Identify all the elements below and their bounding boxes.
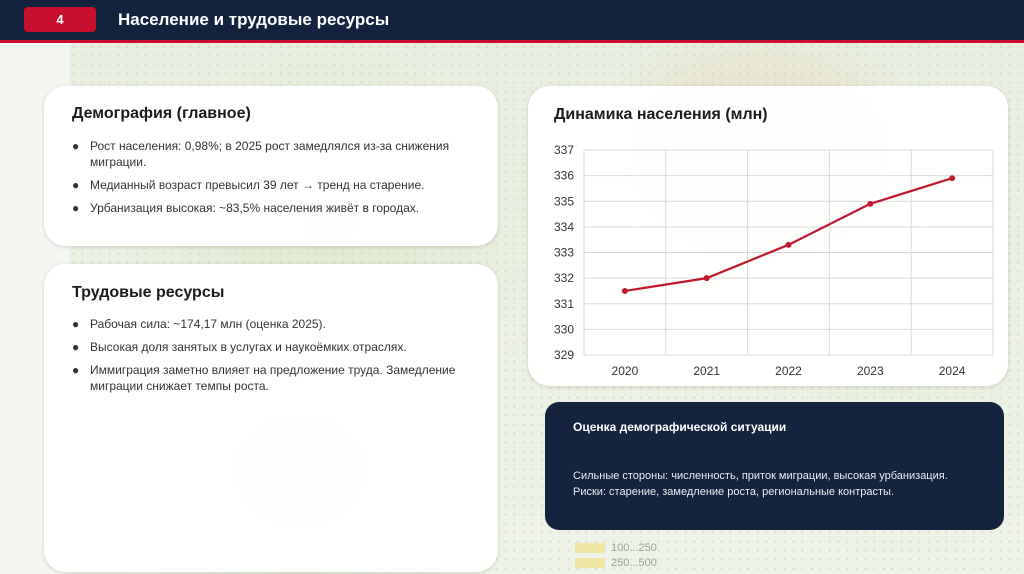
slide-number-badge: 4 <box>24 7 96 32</box>
bullet-text: Рабочая сила: ~174,17 млн (оценка 2025). <box>90 317 326 331</box>
data-point <box>867 200 874 207</box>
summary-risks: Риски: старение, замедление роста, регио… <box>573 486 895 498</box>
y-tick-label: 335 <box>554 194 574 208</box>
bullet-dot-icon: ● <box>72 340 80 354</box>
legend-label: 250...500 <box>611 556 657 569</box>
summary-strengths: Сильные стороны: численность, приток миг… <box>573 470 948 482</box>
y-tick-label: 336 <box>554 169 574 183</box>
bullet-item: ● Рост населения: 0,98%; в 2025 рост заме… <box>72 138 470 170</box>
population-series-line <box>624 177 953 293</box>
summary-card: Оценка демографической ситуации Сильные … <box>545 402 1004 530</box>
data-point <box>703 275 710 282</box>
legend-label: 100...250 <box>611 541 657 554</box>
population-line-chart: 329 330 331 332 333 334 335 336 337 2020 2021 2022 2… <box>554 143 994 378</box>
x-tick-label: 2022 <box>775 364 802 378</box>
bullet-item: ● Высокая доля занятых в услугах и наукоё… <box>72 339 470 355</box>
bullet-dot-icon: ● <box>72 139 80 153</box>
x-tick-label: 2020 <box>612 364 639 378</box>
bullet-item: ● Медианный возраст превысил 39 лет → тре… <box>72 177 470 193</box>
legend-swatch <box>575 557 605 568</box>
x-tick-label: 2024 <box>939 364 966 378</box>
bullet-text: Иммиграция заметно влияет на предложение… <box>90 363 456 393</box>
labor-title: Трудовые ресурсы <box>72 284 225 301</box>
demography-title: Демография (главное) <box>72 105 251 122</box>
bullet-item: ● Рабочая сила: ~174,17 млн (оценка 2025)… <box>72 316 470 332</box>
y-tick-label: 329 <box>554 348 574 362</box>
chart-title: Динамика населения (млн) <box>554 106 768 123</box>
bullet-item: ● Урбанизация высокая: ~83,5% населения ж… <box>72 200 470 216</box>
y-tick-label: 334 <box>554 220 574 234</box>
bullet-text: Рост населения: 0,98%; в 2025 рост замед… <box>90 139 450 169</box>
bullet-dot-icon: ● <box>72 363 80 377</box>
slide-header: 4 Население и трудовые ресурсы <box>0 0 1024 40</box>
x-tick-label: 2023 <box>857 364 884 378</box>
map-legend: 100...250 250...500 <box>575 540 695 574</box>
labor-card: Трудовые ресурсы ● Рабочая сила: ~174,17 … <box>44 264 498 572</box>
legend-swatch <box>575 542 605 553</box>
header-accent-line <box>0 40 1024 43</box>
bullet-dot-icon: ● <box>72 178 80 192</box>
x-tick-label: 2021 <box>693 364 720 378</box>
y-tick-label: 337 <box>554 143 574 157</box>
data-point <box>949 175 956 182</box>
y-tick-label: 332 <box>554 271 574 285</box>
bullet-dot-icon: ● <box>72 201 80 215</box>
demography-bullet-list: ● Рост населения: 0,98%; в 2025 рост заме… <box>72 138 470 223</box>
y-tick-label: 330 <box>554 322 574 336</box>
summary-title: Оценка демографической ситуации <box>573 420 787 434</box>
map-legend-row: 250...500 <box>575 555 695 570</box>
data-point <box>621 287 628 294</box>
slide-title: Население и трудовые ресурсы <box>118 10 390 29</box>
data-point <box>785 241 792 248</box>
bullet-item: ● Иммиграция заметно влияет на предложени… <box>72 362 470 394</box>
bullet-text: Высокая доля занятых в услугах и наукоём… <box>90 340 407 354</box>
population-chart-card: Динамика населения (млн) 329 330 331 332 333… <box>528 86 1008 386</box>
bullet-text: Медианный возраст превысил 39 лет → трен… <box>90 178 425 192</box>
bullet-dot-icon: ● <box>72 317 80 331</box>
map-legend-row: 100...250 <box>575 540 695 555</box>
labor-bullet-list: ● Рабочая сила: ~174,17 млн (оценка 2025)… <box>72 316 470 401</box>
y-tick-label: 331 <box>554 297 574 311</box>
y-tick-label: 333 <box>554 246 574 260</box>
demography-card: Демография (главное) ● Рост населения: 0,… <box>44 86 498 246</box>
bullet-text: Урбанизация высокая: ~83,5% населения жи… <box>90 201 420 215</box>
